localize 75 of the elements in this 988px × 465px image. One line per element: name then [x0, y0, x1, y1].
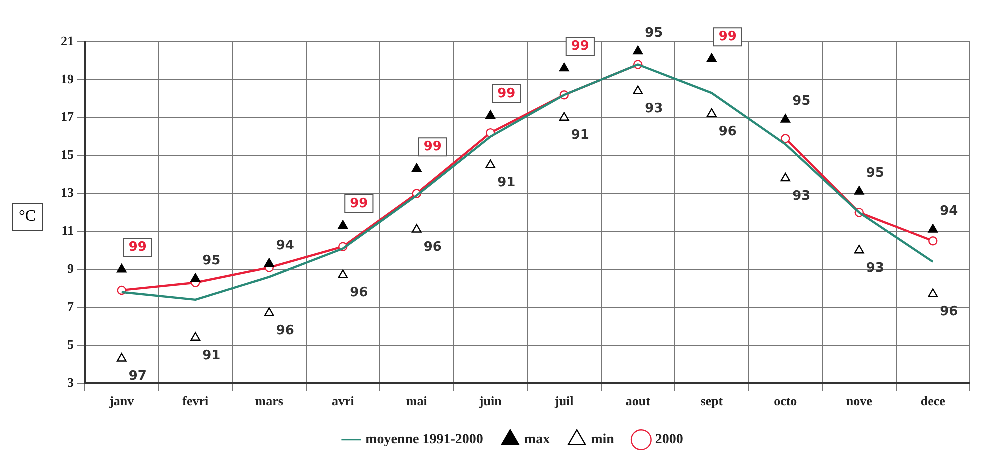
y-tick-label: 3: [68, 374, 74, 390]
y-axis-title: °C: [12, 203, 44, 231]
annotation: 91: [202, 348, 221, 364]
point: [338, 220, 348, 230]
x-tick-label: mai: [406, 394, 428, 409]
point: [264, 258, 274, 268]
point: [338, 270, 348, 278]
x-tick-label: mars: [255, 394, 284, 409]
x-tick-label: fevri: [182, 394, 209, 409]
x-tick-label: sept: [700, 394, 724, 409]
legend-label: moyenne 1991-2000: [366, 432, 484, 448]
annotation: 99: [424, 139, 442, 154]
point: [928, 224, 938, 233]
annotation: 96: [718, 124, 737, 140]
annotation: 94: [940, 204, 958, 220]
point: [706, 108, 717, 118]
point: [559, 112, 570, 121]
y-tick-label: 19: [61, 71, 74, 86]
annotation: 99: [571, 38, 590, 54]
x-tick-label: juin: [478, 394, 503, 409]
legend-label: 2000: [655, 432, 684, 448]
point: [706, 53, 717, 62]
y-tick-label: 17: [61, 109, 74, 124]
annotation: 95: [866, 166, 884, 182]
point: [412, 224, 422, 233]
point: [633, 46, 644, 55]
point: [633, 86, 644, 94]
x-tick-label: janv: [108, 394, 135, 409]
y-tick-label: 9: [68, 260, 74, 276]
point: [412, 163, 422, 172]
annotation: 97: [128, 369, 147, 384]
point: [559, 62, 570, 72]
annotation: 99: [350, 196, 368, 212]
annotation: 96: [940, 304, 958, 320]
y-tick-label: 5: [68, 336, 74, 352]
x-tick-label: avri: [332, 394, 355, 409]
y-tick-label: 13: [61, 185, 74, 200]
x-tick-label: aout: [626, 394, 652, 409]
x-tick-label: dece: [920, 394, 946, 409]
point: [928, 236, 938, 246]
y-tick-label: 21: [61, 33, 74, 48]
point: [116, 264, 127, 273]
y-tick-label: 7: [68, 298, 74, 314]
point: [854, 245, 864, 254]
annotation: 94: [276, 238, 294, 254]
x-tick-label: octo: [774, 394, 798, 409]
y-tick-label: 11: [62, 223, 74, 238]
point: [486, 110, 496, 120]
annotation: 91: [498, 176, 516, 191]
point: [854, 186, 864, 195]
point: [190, 273, 201, 282]
legend-label: max: [524, 432, 550, 448]
point: [928, 288, 938, 298]
x-tick-label: juil: [554, 394, 574, 409]
point: [264, 308, 274, 316]
annotation: 96: [276, 324, 294, 339]
annotation: 95: [645, 26, 664, 41]
annotation: 91: [571, 128, 590, 144]
point: [190, 332, 201, 341]
point: [780, 172, 791, 182]
point: [486, 160, 496, 168]
annotation: 96: [424, 240, 442, 256]
x-tick-label: nove: [846, 394, 873, 409]
y-tick-label: 15: [61, 147, 74, 162]
annotation: 95: [792, 94, 811, 110]
legend-label: min: [591, 432, 615, 448]
point: [116, 353, 127, 362]
annotation: 96: [350, 286, 368, 301]
annotation: 99: [128, 240, 147, 255]
annotation: 93: [645, 102, 664, 117]
point: [780, 114, 791, 123]
annotation: 99: [718, 29, 737, 44]
point: [781, 134, 790, 144]
annotation: 95: [202, 253, 221, 268]
annotation: 99: [498, 86, 516, 102]
